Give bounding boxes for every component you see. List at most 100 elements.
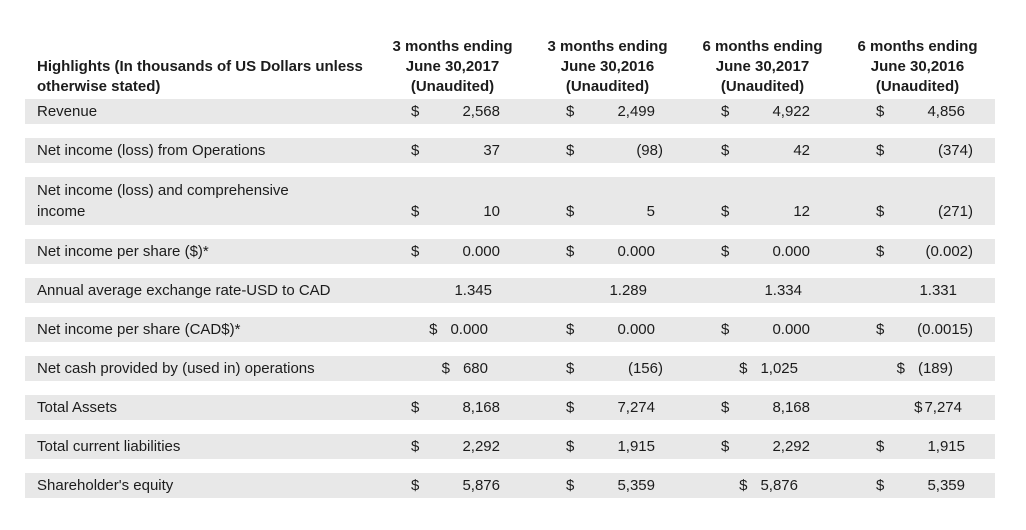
row-label-text-line2: income: [37, 203, 86, 220]
value-cell: $2,499: [530, 101, 685, 122]
row-label-text: Net cash provided by (used in) operation…: [37, 360, 315, 377]
row-label: Annual average exchange rate-USD to CAD: [25, 280, 375, 301]
row-label-text: Net income (loss) and comprehensive: [37, 182, 289, 199]
table-title: Highlights (In thousands of US Dollars u…: [25, 57, 375, 97]
currency-symbol: $: [411, 103, 420, 120]
value-cell: $4,922: [685, 101, 840, 122]
table-row: Net income per share ($)* $0.000 $0.000 $0.…: [25, 239, 995, 264]
cell-value: 0.000: [617, 321, 655, 338]
value-cell: $1,915: [840, 436, 995, 457]
column-header-line: (Unaudited): [720, 78, 805, 95]
currency-symbol: $: [566, 243, 575, 260]
value-cell: $ (271): [840, 201, 995, 222]
currency-symbol: $: [721, 399, 730, 416]
currency-symbol: $: [566, 142, 575, 159]
cell-value: (98): [636, 142, 663, 159]
row-label-text: Revenue: [37, 103, 98, 120]
cell-value: 42: [793, 142, 810, 159]
cell-value: 5,876: [462, 477, 500, 494]
financial-highlights-table: Highlights (In thousands of US Dollars u…: [25, 37, 995, 498]
value-cell: $7,274: [840, 397, 995, 418]
cell-value: 8,168: [772, 399, 810, 416]
table-row: Shareholder's equity $5,876 $5,359 $5,876 $5…: [25, 473, 995, 498]
currency-symbol: $: [566, 477, 575, 494]
value-cell: $0.000: [375, 241, 530, 262]
row-label-text: Annual average exchange rate-USD to CAD: [37, 282, 331, 299]
row-label-text: Net income (loss) from Operations: [37, 142, 266, 159]
cell-value: (189): [917, 360, 953, 377]
currency-symbol: $: [411, 203, 420, 220]
cell-value: 7,274: [924, 399, 962, 416]
value-cell: $8,168: [685, 397, 840, 418]
cell-value: (0.0015): [917, 321, 973, 338]
table-header-row: Highlights (In thousands of US Dollars u…: [25, 37, 995, 97]
currency-symbol: $: [411, 399, 420, 416]
value-cell: $5,359: [840, 475, 995, 496]
cell-value: 1.334: [764, 282, 802, 299]
cell-value: (0.002): [925, 243, 973, 260]
table-title-line1: Highlights (In thousands of US Dollars u…: [37, 58, 363, 75]
table-row: Total Assets $8,168 $7,274 $8,168 $7,274: [25, 395, 995, 420]
column-header-line: 6 months ending: [857, 38, 978, 55]
row-label-text: Net income per share (CAD$)*: [37, 321, 241, 338]
currency-symbol: $: [721, 203, 730, 220]
cell-value: (374): [937, 142, 973, 159]
row-label: Net income per share ($)*: [25, 241, 375, 262]
value-cell: $ (0.0015): [840, 319, 995, 340]
cell-value: 5,876: [760, 477, 798, 494]
table-row: Annual average exchange rate-USD to CAD 1…: [25, 278, 995, 303]
value-cell: $4,856: [840, 101, 995, 122]
value-cell: 1.289: [530, 280, 685, 301]
column-header-3mo-2016: 3 months ending June 30,2016 (Unaudited): [530, 37, 685, 97]
currency-symbol: $: [721, 142, 730, 159]
value-cell: $1,025: [685, 358, 840, 379]
value-cell: 1.331: [840, 280, 995, 301]
value-cell: $7,274: [530, 397, 685, 418]
cell-value: 2,292: [772, 438, 810, 455]
currency-symbol: $: [876, 203, 885, 220]
table-row: Net income (loss) and comprehensive incom…: [25, 177, 995, 225]
value-cell: 1.345: [375, 280, 530, 301]
currency-symbol: $: [721, 243, 730, 260]
column-header-6mo-2016: 6 months ending June 30,2016 (Unaudited): [840, 37, 995, 97]
value-cell: $0.000: [530, 241, 685, 262]
currency-symbol: $: [876, 243, 885, 260]
cell-value: (271): [937, 203, 973, 220]
column-header-line: (Unaudited): [875, 78, 960, 95]
cell-value: 2,292: [462, 438, 500, 455]
row-label: Net income per share (CAD$)*: [25, 319, 375, 340]
cell-value: 680: [462, 360, 488, 377]
value-cell: 1.334: [685, 280, 840, 301]
currency-symbol: $: [721, 321, 730, 338]
cell-value: 0.000: [462, 243, 500, 260]
column-header-line: June 30,2017: [715, 58, 810, 75]
cell-value: 5,359: [927, 477, 965, 494]
currency-symbol: $: [721, 438, 730, 455]
row-label: Total Assets: [25, 397, 375, 418]
currency-symbol: $: [566, 399, 575, 416]
cell-value: 4,856: [927, 103, 965, 120]
cell-value: 1.331: [919, 282, 957, 299]
value-cell: $1,915: [530, 436, 685, 457]
column-header-3mo-2017: 3 months ending June 30,2017 (Unaudited): [375, 37, 530, 97]
currency-symbol: $: [566, 103, 575, 120]
cell-value: 37: [483, 142, 500, 159]
value-cell: $37: [375, 140, 530, 161]
value-cell: $42: [685, 140, 840, 161]
value-cell: $12: [685, 201, 840, 222]
cell-value: 10: [483, 203, 500, 220]
value-cell: $5,876: [375, 475, 530, 496]
cell-value: 5: [646, 203, 655, 220]
row-label-text: Net income per share ($)*: [37, 243, 209, 260]
cell-value: 5,359: [617, 477, 655, 494]
row-label: Total current liabilities: [25, 436, 375, 457]
cell-value: 2,499: [617, 103, 655, 120]
value-cell: $0.000: [375, 319, 530, 340]
value-cell: $5,876: [685, 475, 840, 496]
currency-symbol: $: [429, 321, 438, 338]
cell-value: 8,168: [462, 399, 500, 416]
column-header-line: (Unaudited): [565, 78, 650, 95]
table-row: Revenue $2,568 $2,499 $4,922 $4,856: [25, 99, 995, 124]
cell-value: 0.000: [450, 321, 488, 338]
